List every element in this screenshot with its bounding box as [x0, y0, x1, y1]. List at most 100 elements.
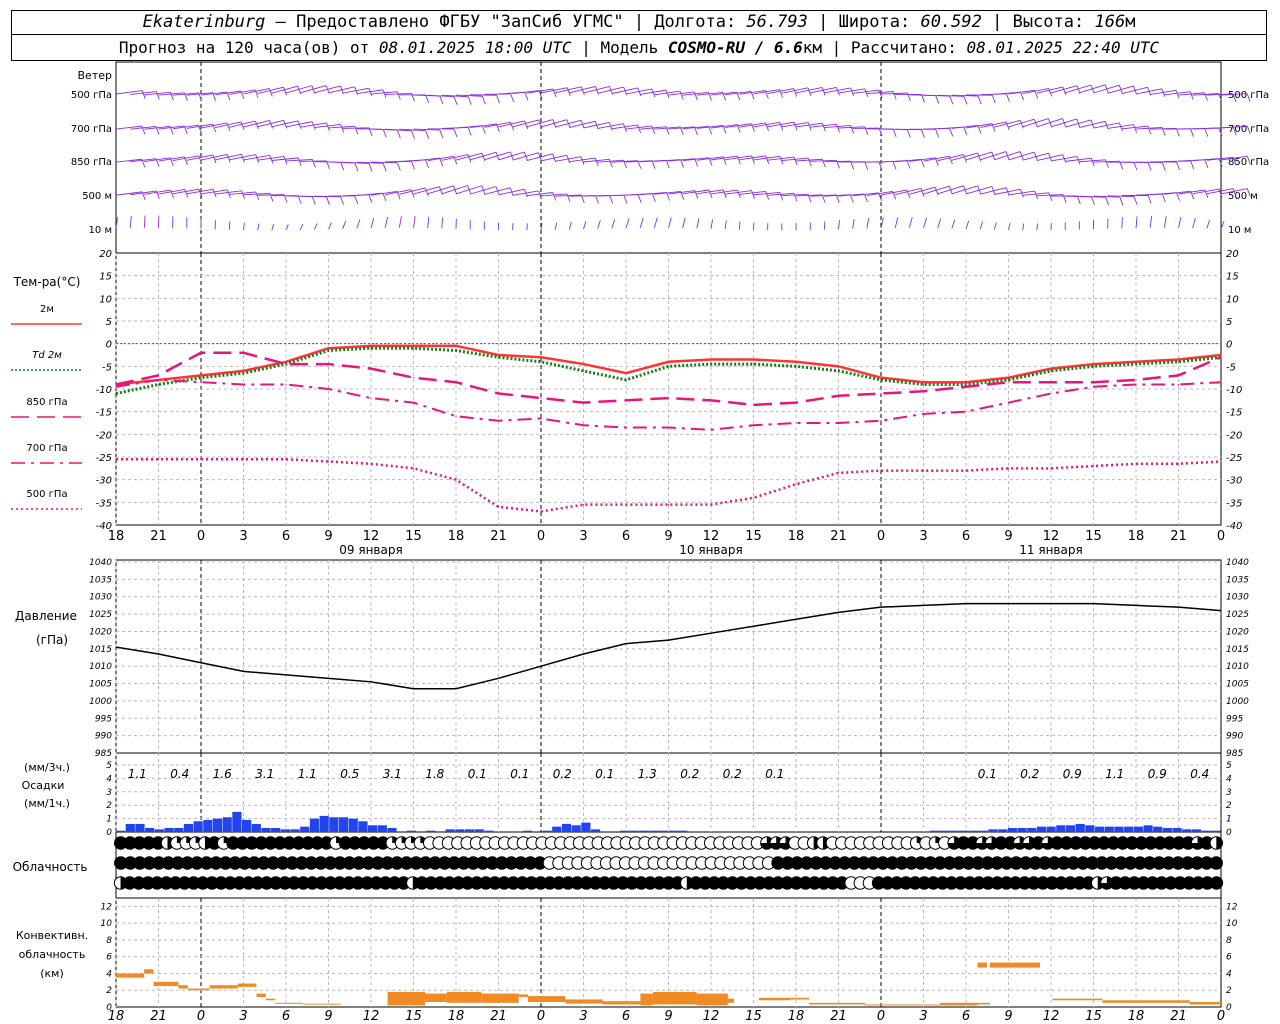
- wind-barb: [356, 89, 384, 95]
- temp-title: Тем-ра(°C): [13, 275, 81, 289]
- temp-tick-label: -40: [96, 521, 112, 532]
- wind-barb: [580, 156, 585, 165]
- wind-barb: [271, 120, 299, 128]
- wind-barb: [725, 155, 752, 161]
- temp-tick-label: -35: [96, 498, 112, 509]
- wind-barb: [1008, 222, 1011, 231]
- wind-barb: [368, 88, 373, 97]
- wind-barb: [215, 153, 242, 161]
- wind-barb: [991, 94, 996, 104]
- precip-bar: [1007, 827, 1017, 832]
- wind-barb: [665, 160, 670, 169]
- wind-barb: [665, 89, 670, 99]
- precip-bar: [251, 823, 261, 832]
- wind-barb: [1079, 195, 1106, 198]
- conv-cloud-bar: [602, 1001, 641, 1005]
- longitude-value: 56.793: [746, 12, 808, 32]
- pressure-tick-label: 1040: [1226, 558, 1249, 568]
- precip-bar: [377, 825, 387, 832]
- provider-text: – Предоставлено ФГБУ "ЗапСиб УГМС" | Дол…: [265, 12, 747, 32]
- wind-barb: [1206, 188, 1234, 195]
- precip-bar: [571, 825, 581, 832]
- wind-barb: [555, 86, 582, 94]
- precip-bar: [319, 815, 329, 832]
- temp-point: [965, 383, 967, 386]
- temp-point: [327, 388, 330, 390]
- pressure-tick-label: 1040: [89, 558, 112, 568]
- precip-bar: [203, 819, 213, 832]
- wind-barb: [498, 188, 525, 196]
- temp-point: [1177, 374, 1180, 376]
- cloud-title: Облачность: [13, 860, 88, 874]
- wind-barb: [1119, 197, 1124, 206]
- precip-3h-sum: 0.9: [1063, 767, 1082, 781]
- wind-barb: [878, 161, 883, 171]
- temp-point: [667, 504, 670, 506]
- wind-barb: [453, 96, 458, 105]
- temp-point: [455, 381, 457, 383]
- temp-point: [795, 361, 797, 363]
- precip-tick-label: 1: [1226, 815, 1232, 825]
- time-tick-label: 6: [622, 529, 630, 544]
- wind-barb: [172, 92, 199, 96]
- wind-barb: [1135, 126, 1163, 130]
- wind-barb: [767, 121, 795, 128]
- wind-barb: [413, 157, 440, 162]
- temp-legend-label: Td 2м: [32, 350, 62, 361]
- time-tick-label: 3: [239, 1009, 247, 1024]
- wind-barb: [155, 91, 160, 100]
- temp-point: [455, 479, 457, 481]
- wind-barb: [895, 187, 922, 196]
- wind-barb: [1062, 86, 1067, 96]
- precip-bar: [939, 830, 950, 832]
- wind-barb: [951, 185, 978, 195]
- wind-barb: [144, 189, 171, 195]
- temp-point: [625, 379, 627, 381]
- wind-barb: [228, 221, 231, 230]
- wind-barb: [1133, 161, 1138, 171]
- temp-point: [922, 390, 925, 392]
- pressure-tick-label: 995: [1226, 714, 1243, 724]
- wind-barb: [526, 153, 553, 161]
- temp-point: [370, 345, 372, 347]
- pressure-tick-label: 990: [95, 732, 112, 742]
- wind-barb: [1133, 196, 1138, 205]
- wind-level-label: 850 гПа: [71, 157, 112, 168]
- temp-point: [200, 377, 202, 379]
- wind-barb: [739, 122, 766, 128]
- temp-point: [582, 370, 585, 372]
- temp-point: [497, 392, 500, 395]
- wind-barb: [158, 125, 185, 130]
- time-tick-label: 15: [1085, 529, 1102, 544]
- temp-tick-label: 10: [99, 294, 112, 305]
- wind-barb: [892, 91, 897, 100]
- day-label: 09 января: [339, 543, 402, 557]
- wind-barb: [481, 185, 486, 194]
- wind-barb: [1033, 119, 1038, 128]
- wind-barb: [1246, 188, 1251, 197]
- temp-point: [115, 392, 117, 395]
- wind-barb: [852, 192, 879, 197]
- wind-barb: [710, 91, 737, 96]
- precip-unit3: (мм/3ч.): [24, 761, 70, 774]
- wind-barb: [370, 91, 398, 95]
- wind-barb: [640, 89, 667, 95]
- wind-barb: [1034, 190, 1039, 200]
- wind-barb: [838, 220, 840, 230]
- temp-point: [965, 411, 967, 413]
- wind-barb: [651, 160, 656, 169]
- wind-barb: [328, 86, 355, 94]
- wind-barb: [1218, 158, 1223, 167]
- convective-cloud-panel: 12 12 10 10 8 8 6 6 4 4 2 2 0 0: [101, 902, 1238, 1013]
- pressure-tick-label: 1035: [89, 575, 112, 585]
- pressure-tick-label: 1010: [1226, 662, 1249, 672]
- wind-barb: [540, 119, 568, 128]
- temp-point: [412, 467, 415, 469]
- conv-tick-label: 0: [106, 1003, 112, 1013]
- temp-point: [200, 458, 202, 460]
- wind-barb: [311, 196, 316, 205]
- temp-point: [115, 458, 117, 460]
- wind-barb: [779, 122, 784, 131]
- wind-barb: [1036, 154, 1063, 161]
- wind-barb: [1036, 194, 1064, 197]
